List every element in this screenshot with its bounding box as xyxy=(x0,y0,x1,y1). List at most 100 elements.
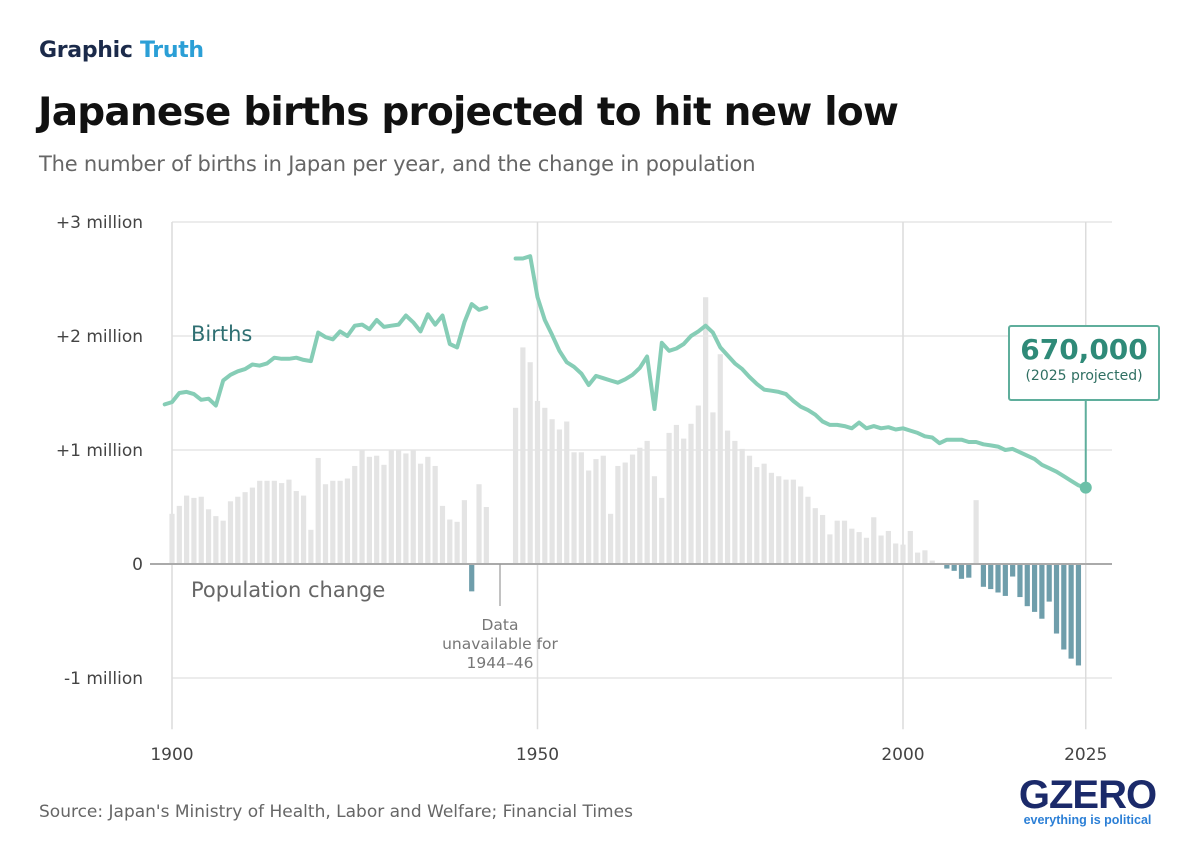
population-change-bar xyxy=(271,480,277,564)
population-change-bar xyxy=(403,453,409,564)
population-change-bar xyxy=(425,456,431,564)
population-change-bar xyxy=(198,496,204,564)
population-change-bar xyxy=(220,520,226,564)
y-tick-label: -1 million xyxy=(64,669,143,689)
population-change-bar xyxy=(249,487,256,564)
population-change-bar xyxy=(958,564,965,579)
y-tick-label: +1 million xyxy=(56,441,143,461)
population-change-bar xyxy=(754,467,760,564)
population-change-bar xyxy=(235,496,241,564)
population-change-bar xyxy=(205,509,212,564)
population-change-bar xyxy=(1002,564,1008,596)
population-change-bar xyxy=(907,530,913,564)
population-change-bar xyxy=(951,564,957,571)
population-change-bar xyxy=(556,429,563,564)
gzero-logo: GZERO everything is political xyxy=(1010,775,1165,827)
population-change-bar xyxy=(257,480,263,564)
population-change-bar xyxy=(176,505,182,564)
gap-annotation-text: unavailable for xyxy=(442,635,558,653)
population-change-bar xyxy=(827,534,833,564)
births-series-label: Births xyxy=(191,322,252,346)
population-change-bar xyxy=(783,479,789,564)
population-change-bar xyxy=(286,479,292,564)
population-change-bar xyxy=(798,486,804,564)
callout-value: 670,000 xyxy=(1020,333,1148,366)
population-change-bar xyxy=(184,495,190,564)
population-change-bar xyxy=(768,472,775,564)
population-change-bar xyxy=(812,508,818,564)
population-change-bar xyxy=(944,564,950,569)
y-tick-label: +2 million xyxy=(56,327,143,347)
gap-annotation-text: 1944–46 xyxy=(467,654,534,672)
population-change-bar xyxy=(966,564,972,578)
population-change-bar xyxy=(703,297,709,564)
population-change-bar xyxy=(483,507,489,564)
population-change-bar xyxy=(578,452,584,564)
y-tick-label: +3 million xyxy=(56,213,143,233)
population-change-bar xyxy=(805,496,811,564)
population-change-bar xyxy=(520,347,526,564)
population-change-bar xyxy=(893,543,899,564)
population-change-bar xyxy=(681,438,687,564)
population-change-bar xyxy=(352,465,358,564)
population-change-bar xyxy=(564,421,570,564)
population-change-bar xyxy=(213,516,219,564)
population-change-bar xyxy=(454,521,460,564)
population-change-bar xyxy=(337,480,343,564)
kicker: Graphic Truth xyxy=(39,38,204,63)
population-change-bar xyxy=(344,478,351,564)
source-note: Source: Japan's Ministry of Health, Labo… xyxy=(39,802,633,822)
population-change-bar xyxy=(1075,564,1082,666)
population-change-bar xyxy=(637,447,643,564)
population-change-bar xyxy=(227,501,234,564)
population-change-bar xyxy=(1031,564,1038,612)
population-change-bar xyxy=(571,452,577,564)
population-change-bar xyxy=(995,564,1001,593)
x-tick-label: 1950 xyxy=(516,745,559,765)
population-change-bar xyxy=(834,520,840,564)
population-change-bar xyxy=(1046,564,1052,602)
population-change-bar xyxy=(542,407,548,564)
chart-title: Japanese births projected to hit new low xyxy=(38,90,899,135)
population-change-bar xyxy=(439,505,446,564)
population-change-bar xyxy=(615,465,621,564)
population-change-bar xyxy=(1039,564,1045,619)
chart-subtitle: The number of births in Japan per year, … xyxy=(39,152,756,176)
population-change-bar xyxy=(1061,564,1067,650)
population-change-bar xyxy=(863,537,870,564)
population-change-bar xyxy=(191,497,197,564)
population-change-bar xyxy=(856,532,862,564)
population-change-bar xyxy=(651,476,658,564)
population-change-bar xyxy=(673,424,679,564)
population-change-bar xyxy=(761,463,767,564)
population-change-bar xyxy=(322,484,329,564)
population-change-bar xyxy=(600,455,606,564)
population-change-bar xyxy=(929,560,935,564)
population-change-series-label: Population change xyxy=(191,578,385,602)
gap-annotation-text: Data xyxy=(481,616,518,634)
population-change-bar xyxy=(417,463,424,564)
logo-wordmark: GZERO xyxy=(1018,773,1157,817)
population-change-bar xyxy=(315,457,321,564)
population-change-bar xyxy=(922,550,928,564)
population-change-bar xyxy=(915,552,921,564)
population-change-bar xyxy=(819,514,826,564)
population-change-bar xyxy=(790,479,796,564)
population-change-bar xyxy=(410,450,416,564)
population-change-bar xyxy=(885,530,891,564)
population-change-bar xyxy=(849,528,855,564)
population-change-bar xyxy=(469,564,475,592)
births-line xyxy=(162,302,489,408)
population-change-bar xyxy=(293,491,299,564)
population-change-bar xyxy=(776,476,782,564)
population-change-bar xyxy=(366,456,372,564)
population-change-bar xyxy=(608,513,614,564)
y-tick-label: 0 xyxy=(132,555,143,575)
population-change-bar xyxy=(300,495,307,564)
x-tick-label: 1900 xyxy=(150,745,193,765)
population-change-bar xyxy=(1017,564,1023,598)
population-change-bar xyxy=(534,400,541,564)
population-change-bar xyxy=(988,564,994,590)
population-change-bar xyxy=(1024,564,1030,607)
